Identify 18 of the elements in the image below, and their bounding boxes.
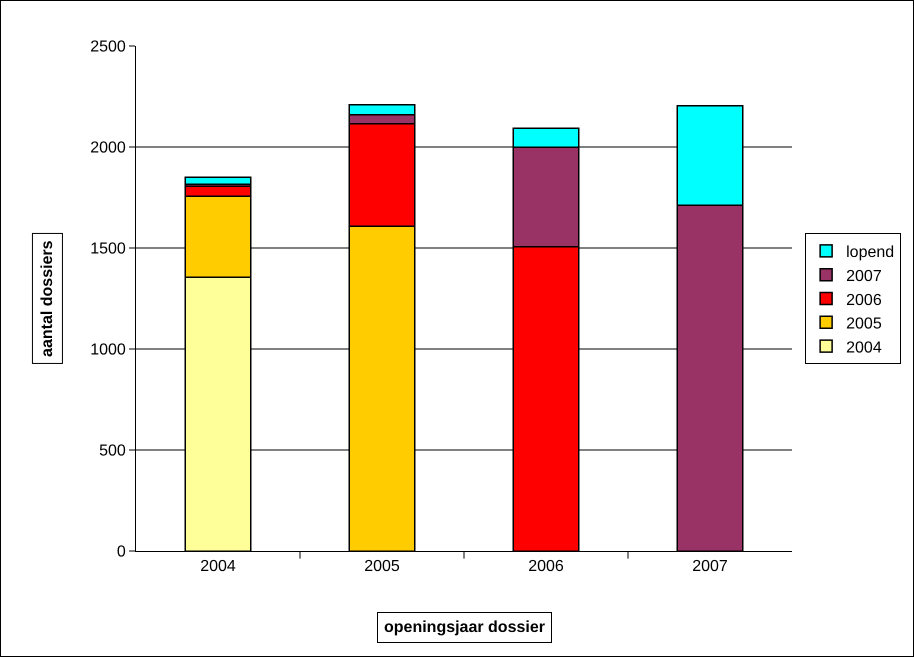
legend-label: lopend [846,244,894,262]
y-tick-label: 1000 [90,342,126,359]
legend-label: 2004 [846,339,882,356]
y-axis-title: aantal dossiers [38,240,56,357]
y-tick-label: 0 [116,544,126,561]
legend-label: 2007 [846,268,882,285]
legend-label: 2006 [846,292,882,309]
x-tick-label: 2006 [528,558,564,576]
x-axis-title: openingsjaar dossier [384,619,545,636]
y-tick-label: 500 [99,442,126,460]
bar [184,176,252,186]
x-tick-label: 2005 [364,558,400,576]
legend-label: 2005 [846,316,882,333]
x-tick-label: 2007 [692,558,728,576]
y-tick-label: 2500 [90,38,126,56]
y-tick-label: 2000 [90,140,126,157]
y-tick-label: 1500 [90,240,126,258]
x-tick-label: 2004 [200,558,236,576]
